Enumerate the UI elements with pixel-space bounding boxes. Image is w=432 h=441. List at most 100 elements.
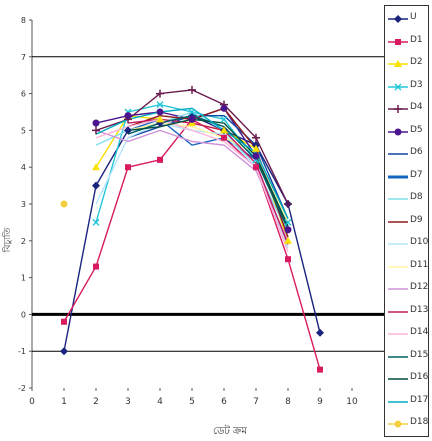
x-tick-label: 1 [61,397,67,407]
series-lines [63,89,321,370]
legend-label: D9 [410,214,423,225]
axes-group [29,19,353,391]
legend-label: D1 [410,34,423,45]
legend-item: D2 [385,53,430,75]
data-point [252,152,260,160]
legend-swatch [388,198,408,200]
legend-swatch [388,333,408,335]
legend-item: D8 [385,188,430,210]
data-point [93,263,99,270]
data-point [61,318,67,325]
x-tick-label: 2 [93,397,99,407]
legend-swatch [388,355,408,358]
legend-item: D1 [385,31,430,53]
legend-label: D8 [410,192,423,202]
data-point [92,163,100,171]
y-tick-label: -1 [18,347,26,356]
x-tick-label: 6 [221,397,227,407]
y-tick-label: 2 [21,237,26,246]
data-point [284,226,292,234]
legend-item: D5 [385,121,430,143]
legend-swatch [388,153,408,155]
legend-swatch [388,265,408,268]
legend-swatch [388,15,408,23]
series-line [95,89,289,205]
legend-swatch-marker [394,128,402,135]
y-tick-label: 6 [21,90,26,99]
legend-swatch [388,420,408,428]
data-point [188,108,196,116]
data-point [284,218,292,226]
legend-label: D10 [410,237,429,247]
y-tick-label: 8 [21,16,26,25]
x-tick-label: 9 [317,397,323,407]
series-line [127,114,289,219]
legend-swatch [388,310,408,313]
legend-swatch-marker [394,60,402,67]
legend-item: D18 [385,413,430,435]
legend-item: D16 [385,368,430,390]
data-point [156,108,164,116]
legend-item: D6 [385,143,430,165]
legend-item: D11 [385,256,430,278]
data-point [316,328,324,337]
legend-swatch [388,400,408,403]
legend-label: D12 [410,282,429,292]
data-point [221,134,227,141]
x-tick-label: 4 [157,397,163,407]
legend-label: D13 [410,304,429,315]
data-point [252,144,260,152]
y-tick-label: -2 [18,384,26,393]
legend-swatch-marker [394,82,402,91]
data-point [220,104,228,112]
x-axis-label: ডেট ক্রম [213,424,247,437]
legend-swatch [388,128,408,135]
y-tick-label: 1 [21,274,26,283]
data-point [220,115,228,123]
y-tick-label: 4 [21,163,26,172]
tick-labels: 0 1 2 3 4 5 6 7 8 9 10 -2 -1 0 1 2 3 4 5 6 7 8 [18,16,358,407]
legend-item: D12 [385,278,430,300]
legend-label: D2 [410,57,423,67]
y-tick-label: 3 [21,200,26,209]
data-point [253,164,259,171]
legend-swatch-marker [394,420,402,428]
data-point [92,119,100,127]
series-line [95,129,289,242]
legend-swatch-marker [395,38,401,45]
data-point [188,115,196,123]
legend-item: D9 [385,211,430,233]
legend-label: D7 [410,169,423,180]
series-line [127,118,289,227]
y-tick-label: 5 [21,126,26,135]
legend-label: U [410,12,417,22]
data-point [92,218,100,226]
legend-label: D15 [410,349,429,360]
legend-label: D11 [410,259,429,270]
legend-label: D18 [410,417,429,427]
legend-swatch [388,38,408,45]
data-point [285,256,291,263]
data-point [317,366,323,373]
data-point [220,126,228,134]
legend-item: D7 [385,166,430,188]
data-point [60,347,68,356]
legend-swatch [388,175,408,178]
data-point [124,126,132,135]
data-point [252,133,260,142]
data-point [188,85,196,94]
data-point [284,200,292,208]
data-point [124,112,132,120]
x-tick-label: 10 [346,397,358,407]
x-tick-label: 0 [29,397,35,407]
y-tick-label: 7 [21,53,26,62]
legend-item: D15 [385,346,430,368]
legend-swatch [388,288,408,290]
legend-label: D4 [410,102,423,112]
legend-label: D3 [410,79,423,90]
legend-swatch-marker [394,105,402,113]
legend-item: D10 [385,233,430,255]
legend-label: D14 [410,327,429,337]
legend-swatch [388,243,408,245]
legend-swatch [388,82,408,91]
